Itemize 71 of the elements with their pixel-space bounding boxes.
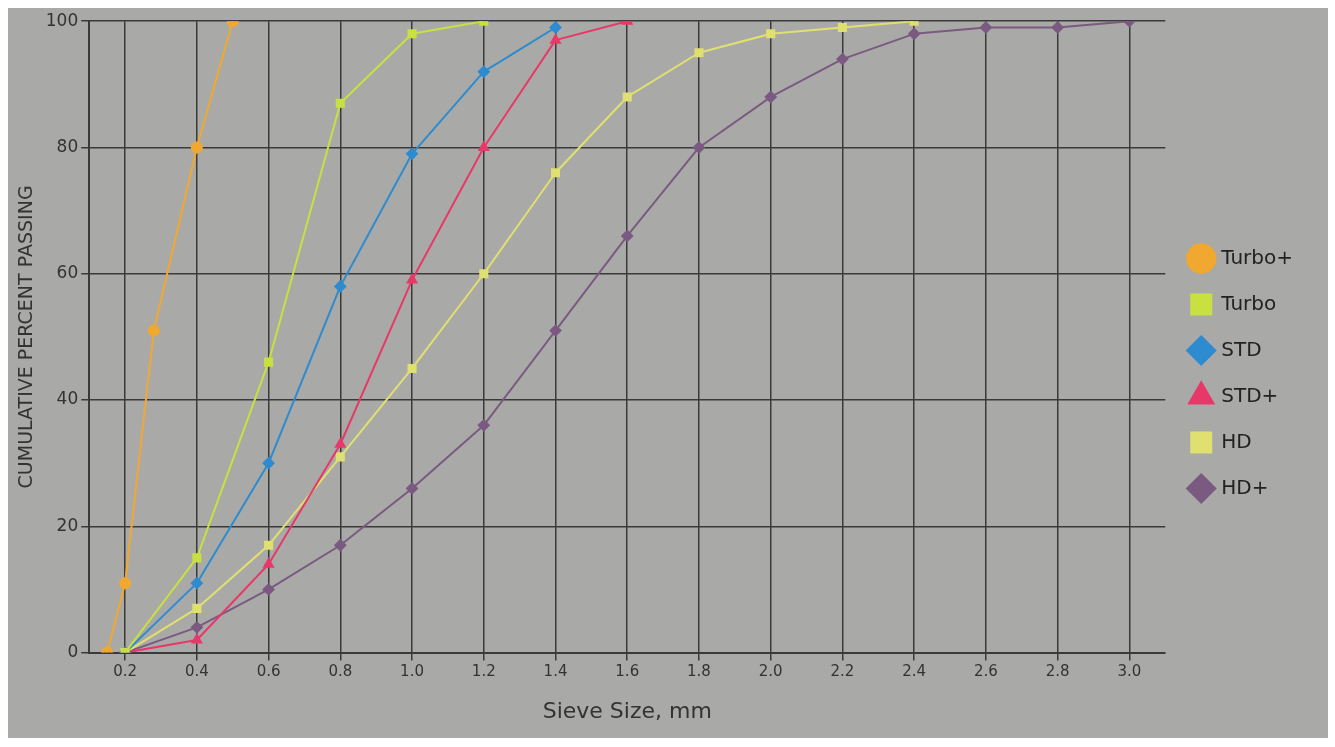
x-tick-label: 1.2 <box>471 662 496 681</box>
x-tick-label: 2.6 <box>973 662 998 681</box>
legend-label: Turbo <box>1220 290 1277 315</box>
point <box>692 141 705 154</box>
point <box>837 22 847 33</box>
x-tick-label: 0.6 <box>256 662 281 681</box>
x-tick-label: 1.0 <box>400 662 424 681</box>
x-tick-label: 2.8 <box>1045 662 1070 681</box>
x-tick-label: 1.6 <box>615 662 640 681</box>
point <box>191 633 203 644</box>
point <box>264 357 274 367</box>
y-tick-label: 20 <box>56 514 79 535</box>
legend-label: HD <box>1221 428 1252 453</box>
legend-label: STD+ <box>1221 382 1279 407</box>
point <box>549 21 562 34</box>
point <box>549 324 562 337</box>
point <box>764 90 777 103</box>
point <box>334 539 347 552</box>
point <box>1051 21 1064 34</box>
point <box>406 274 418 284</box>
point <box>550 168 561 178</box>
point <box>406 482 419 495</box>
point <box>908 27 921 40</box>
point <box>836 53 849 66</box>
x-tick-label: 0.8 <box>328 662 353 681</box>
x-axis-title: Sieve Size, mm <box>542 697 712 723</box>
point <box>621 229 634 242</box>
point <box>190 141 203 154</box>
point <box>407 363 417 374</box>
point <box>262 457 275 470</box>
x-tick-label: 0.2 <box>113 662 138 681</box>
point <box>622 92 632 102</box>
point <box>550 34 561 44</box>
point <box>192 603 202 613</box>
y-tick-label: 80 <box>56 135 79 156</box>
point <box>406 147 419 160</box>
point <box>407 29 417 39</box>
point <box>478 141 490 151</box>
point <box>766 29 776 39</box>
point <box>979 21 992 34</box>
legend-label: STD <box>1221 336 1262 361</box>
point <box>192 553 202 563</box>
x-tick-label: 3.0 <box>1117 662 1142 681</box>
point <box>262 583 275 596</box>
point <box>263 558 274 568</box>
point <box>190 577 203 590</box>
x-tick-label: 2.0 <box>758 662 783 681</box>
x-tick-label: 1.8 <box>687 662 711 681</box>
y-tick-label: 0 <box>67 641 79 662</box>
point <box>335 98 345 108</box>
legend-label: HD+ <box>1221 474 1269 499</box>
point <box>477 65 490 78</box>
point <box>190 621 203 634</box>
y-tick-label: 100 <box>45 9 79 30</box>
point <box>119 577 132 590</box>
x-tick-label: 0.4 <box>184 662 209 681</box>
point <box>477 419 490 432</box>
point <box>334 280 347 293</box>
y-tick-label: 40 <box>56 388 79 409</box>
point <box>694 48 704 58</box>
point <box>479 269 489 279</box>
y-tick-label: 60 <box>56 262 79 283</box>
point <box>147 324 160 337</box>
y-axis-title: CUMULATIVE PERCENT PASSING <box>14 185 37 489</box>
point <box>335 452 345 462</box>
x-tick-label: 2.2 <box>830 662 855 681</box>
point <box>264 540 274 550</box>
legend-label: Turbo+ <box>1220 244 1294 269</box>
x-tick-label: 2.4 <box>902 662 927 681</box>
point <box>334 438 346 448</box>
x-tick-label: 1.4 <box>543 662 568 681</box>
